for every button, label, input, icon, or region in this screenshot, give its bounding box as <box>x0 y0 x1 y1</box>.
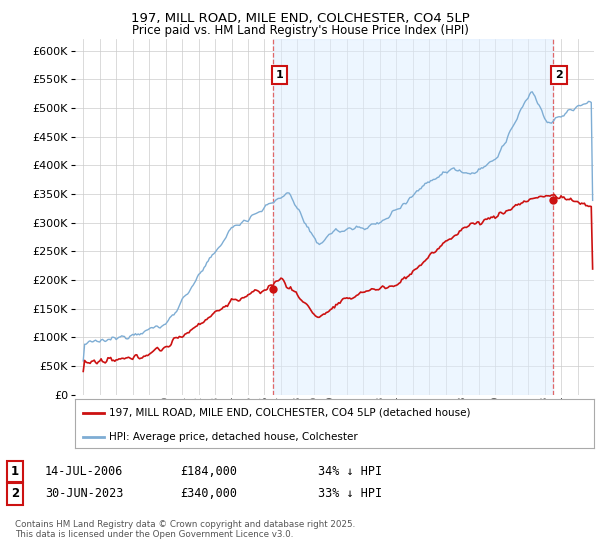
Text: Price paid vs. HM Land Registry's House Price Index (HPI): Price paid vs. HM Land Registry's House … <box>131 24 469 37</box>
Text: 30-JUN-2023: 30-JUN-2023 <box>45 487 124 501</box>
Text: £184,000: £184,000 <box>180 465 237 478</box>
Text: £340,000: £340,000 <box>180 487 237 501</box>
Text: 1: 1 <box>11 465 19 478</box>
Text: HPI: Average price, detached house, Colchester: HPI: Average price, detached house, Colc… <box>109 432 358 442</box>
Bar <box>274 39 553 395</box>
Text: 14-JUL-2006: 14-JUL-2006 <box>45 465 124 478</box>
Text: Contains HM Land Registry data © Crown copyright and database right 2025.
This d: Contains HM Land Registry data © Crown c… <box>15 520 355 539</box>
Text: 2: 2 <box>11 487 19 501</box>
Text: 1: 1 <box>276 70 284 80</box>
Text: 34% ↓ HPI: 34% ↓ HPI <box>318 465 382 478</box>
Text: 2: 2 <box>555 70 563 80</box>
Text: 33% ↓ HPI: 33% ↓ HPI <box>318 487 382 501</box>
Text: 197, MILL ROAD, MILE END, COLCHESTER, CO4 5LP: 197, MILL ROAD, MILE END, COLCHESTER, CO… <box>131 12 469 25</box>
Text: 197, MILL ROAD, MILE END, COLCHESTER, CO4 5LP (detached house): 197, MILL ROAD, MILE END, COLCHESTER, CO… <box>109 408 470 418</box>
